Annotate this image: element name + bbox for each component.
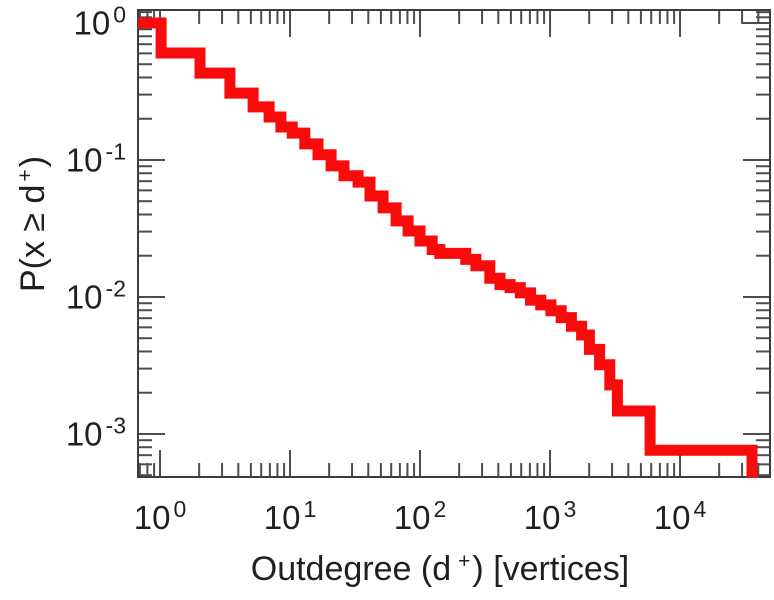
y-tick-label: 10 -2 — [65, 277, 126, 316]
plot-frame — [137, 9, 771, 478]
tick-label-base: 10 — [65, 141, 103, 179]
tick-label-exponent: -1 — [105, 138, 126, 165]
tick-label-exponent: 1 — [303, 496, 317, 522]
tick-label-base: 10 — [65, 415, 103, 453]
x-title-superscript: + — [458, 550, 471, 574]
tick-label-base: 10 — [263, 499, 301, 536]
tick-label-base: 10 — [393, 499, 431, 536]
tick-label-base: 10 — [523, 499, 561, 536]
y-title-suffix: ) — [14, 155, 52, 168]
tick-label-base: 10 — [65, 278, 103, 316]
y-title-superscript: + — [14, 169, 38, 182]
x-tick-label: 10 2 — [393, 498, 447, 536]
x-title-text: Outdegree (d — [250, 550, 452, 588]
y-title-text: P(x ≥ d — [14, 184, 52, 293]
x-tick-label: 10 0 — [133, 498, 187, 536]
tick-label-exponent: 4 — [693, 496, 707, 522]
tick-label-exponent: 2 — [433, 496, 447, 522]
tick-label-exponent: 0 — [113, 1, 126, 28]
tick-label-exponent: 0 — [173, 496, 187, 522]
tick-label-exponent: -2 — [105, 275, 126, 302]
ccdf-curve — [138, 17, 758, 478]
tick-label-base: 10 — [73, 4, 111, 42]
tick-label-exponent: 3 — [563, 496, 577, 522]
y-tick-label: 10 -1 — [65, 140, 126, 179]
x-tick-label: 10 1 — [263, 498, 317, 536]
tick-label-base: 10 — [653, 499, 691, 536]
x-axis-title: Outdegree (d +) [vertices] — [250, 550, 630, 588]
y-tick-label: 10 -3 — [65, 414, 126, 453]
axis-tick-marks — [138, 10, 770, 477]
tick-label-base: 10 — [133, 499, 171, 536]
tick-label-exponent: -3 — [105, 412, 126, 439]
x-title-suffix: ) [vertices] — [472, 550, 630, 588]
y-axis-title: P(x ≥ d +) — [14, 155, 52, 293]
x-tick-label: 10 4 — [653, 498, 707, 536]
y-tick-label: 10 0 — [73, 3, 126, 42]
x-tick-label: 10 3 — [523, 498, 577, 536]
